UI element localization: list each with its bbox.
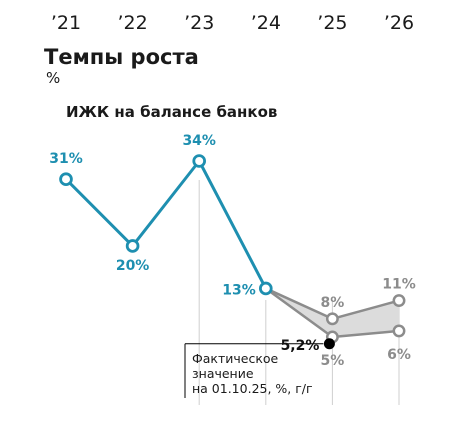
unit-label: % xyxy=(46,69,60,87)
forecast-lower-point xyxy=(392,324,406,338)
year-label: ’24 xyxy=(251,12,281,34)
actual-point xyxy=(125,239,140,253)
year-label: ’26 xyxy=(384,12,414,34)
data-labels: 31% 20% 34% 13% 8% 11% 5% 6% 5,2% xyxy=(49,133,416,369)
forecast-upper-point xyxy=(325,312,339,326)
series-subtitle: ИЖК на балансе банков xyxy=(66,103,277,121)
forecast-band xyxy=(265,288,399,337)
forecast-upper-label: 11% xyxy=(382,277,416,293)
actual-point xyxy=(258,281,273,296)
current-value-label: 5,2% xyxy=(281,338,320,354)
current-value-point xyxy=(323,338,335,350)
actual-data-label: 13% xyxy=(222,282,256,298)
forecast-range-area xyxy=(265,288,399,337)
forecast-upper-label: 8% xyxy=(321,295,345,311)
actual-data-label: 20% xyxy=(116,258,150,274)
series-points xyxy=(59,154,406,350)
actual-data-label: 34% xyxy=(182,133,216,149)
year-label: ’23 xyxy=(184,12,214,34)
actual-point xyxy=(192,154,207,168)
forecast-lower-label: 6% xyxy=(387,347,411,363)
year-labels: ’21 ’22 ’23 ’24 ’25 ’26 xyxy=(51,12,414,34)
current-value-note-line: на 01.10.25, %, г/г xyxy=(192,381,313,396)
actual-line xyxy=(64,159,268,290)
current-value-note-line: значение xyxy=(192,366,254,381)
year-label: ’25 xyxy=(317,12,347,34)
series-lines xyxy=(64,159,401,339)
forecast-lower-label: 5% xyxy=(321,353,345,369)
forecast-upper-point xyxy=(392,294,406,308)
year-label: ’22 xyxy=(117,12,147,34)
actual-data-label: 31% xyxy=(49,151,83,167)
actual-point xyxy=(59,172,73,187)
year-label: ’21 xyxy=(51,12,81,34)
current-value-note-line: Фактическое xyxy=(192,351,279,366)
chart-title: Темпы роста xyxy=(44,45,199,69)
